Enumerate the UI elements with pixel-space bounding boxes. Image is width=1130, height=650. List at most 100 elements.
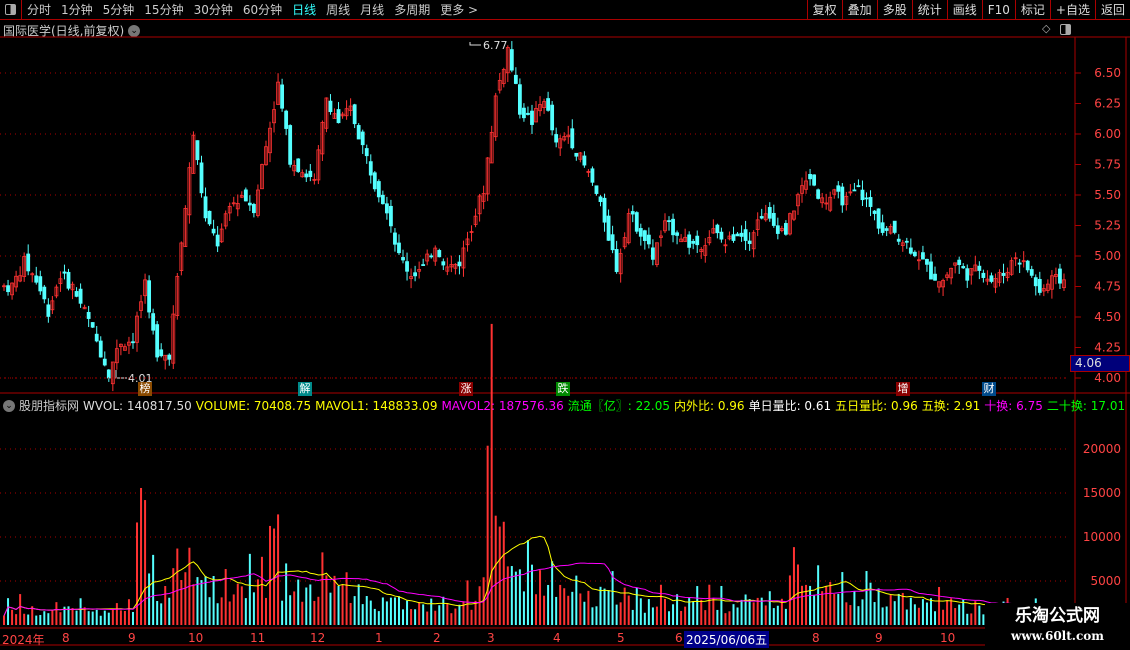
volume-bar [99,615,102,625]
x-axis-label: 10 [188,631,204,645]
candle [695,235,700,246]
candle [953,262,958,266]
toolbar-button[interactable]: 标记 [1014,0,1050,20]
volume-bar [796,564,799,625]
event-marker[interactable]: 榜 [138,382,152,396]
candle [1021,260,1026,263]
candle [393,232,397,245]
volume-bar [281,600,284,625]
volume-bar [164,586,167,625]
candle [102,358,107,366]
candle [6,285,10,293]
price-tick-label: 6.50 [1094,66,1121,80]
volume-bar [833,593,836,625]
period-tab[interactable]: 分时 [27,3,52,17]
event-marker[interactable]: 跌 [556,382,570,396]
candle [384,203,389,214]
candle [86,311,91,319]
volume-bar [692,601,695,625]
toolbar-button[interactable]: +自选 [1049,0,1095,20]
toolbar-button[interactable]: 统计 [911,0,947,20]
period-tab[interactable]: 60分钟 [242,3,283,17]
indicator-value: 内外比: 0.96 [673,399,745,413]
volume-bar [474,600,477,625]
period-tab[interactable]: 30分钟 [193,3,233,17]
candle [824,202,829,205]
panel-icon[interactable] [1060,24,1071,35]
period-tabs: 分时 1分钟 5分钟 15分钟 30分钟 60分钟 日线 周线 月线 多周期 更多 > [22,1,483,18]
candle [642,230,647,241]
volume-bar [655,606,658,625]
candle [477,195,482,215]
candle [461,247,466,269]
candle [139,301,143,311]
candle [965,268,970,281]
candle [852,189,857,192]
period-tab[interactable]: 1分钟 [61,3,93,17]
candle [70,283,75,291]
period-tab[interactable]: 5分钟 [102,3,135,17]
mavol1-line [3,535,1065,616]
toolbar-button[interactable]: 画线 [946,0,982,20]
period-tab[interactable]: 日线 [292,3,317,17]
volume-bar [913,604,916,625]
event-marker[interactable]: 涨 [459,382,473,396]
period-tab[interactable]: 更多 > [440,3,479,17]
volume-bar [478,586,481,625]
candle [916,259,921,262]
x-axis-label: 11 [250,631,266,645]
volume-bar [377,611,380,625]
volume-bar [184,572,187,625]
volume-bar [252,592,255,625]
event-marker[interactable]: 增 [896,382,910,396]
candle [1033,277,1038,287]
period-tab[interactable]: 月线 [360,3,385,17]
candle [671,218,675,236]
period-tab[interactable]: 周线 [326,3,351,17]
volume-bar [599,586,602,625]
volume-bar [83,607,86,625]
candle [989,275,994,282]
candle [860,189,865,201]
event-marker[interactable]: 财 [982,382,996,396]
volume-bar [361,604,364,625]
indicator-name[interactable]: 股朋指标网 [19,399,80,413]
period-tab[interactable]: 15分钟 [144,3,184,17]
volume-bar [627,595,630,625]
chevron-down-icon[interactable]: ⌄ [128,24,141,37]
volume-bar [530,564,533,625]
volume-bar [857,606,860,625]
event-marker[interactable]: 解 [298,382,312,396]
candle [30,273,35,276]
candle [147,280,152,313]
diamond-icon[interactable]: ◇ [1042,22,1051,35]
candle [78,288,83,304]
volume-bar [264,597,267,625]
toolbar-button[interactable]: F10 [981,0,1015,20]
stock-title[interactable]: 国际医学(日线,前复权) ⌄ [3,22,141,39]
volume-bar [256,579,259,625]
volume-bar [232,594,235,625]
candle [880,222,885,233]
volume-bar [555,596,558,625]
layout-toggle-button[interactable] [0,0,22,20]
volume-bar [668,611,671,625]
volume-bar [659,584,662,625]
toolbar-button[interactable]: 返回 [1094,0,1130,20]
volume-bar [434,610,437,625]
volume-bar [111,609,114,625]
toolbar-button[interactable]: 叠加 [841,0,877,20]
volume-bar [244,598,247,625]
volume-bar [547,584,550,625]
volume-bar [406,600,409,625]
volume-bar [575,575,578,625]
volume-bar [240,586,243,625]
candle [151,313,156,331]
volume-bar [140,487,143,625]
period-tab[interactable]: 多周期 [394,3,431,17]
chevron-down-icon[interactable]: ⌄ [3,399,15,412]
candle [610,234,615,251]
toolbar-button[interactable]: 复权 [806,0,842,20]
toolbar-button[interactable]: 多股 [876,0,912,20]
